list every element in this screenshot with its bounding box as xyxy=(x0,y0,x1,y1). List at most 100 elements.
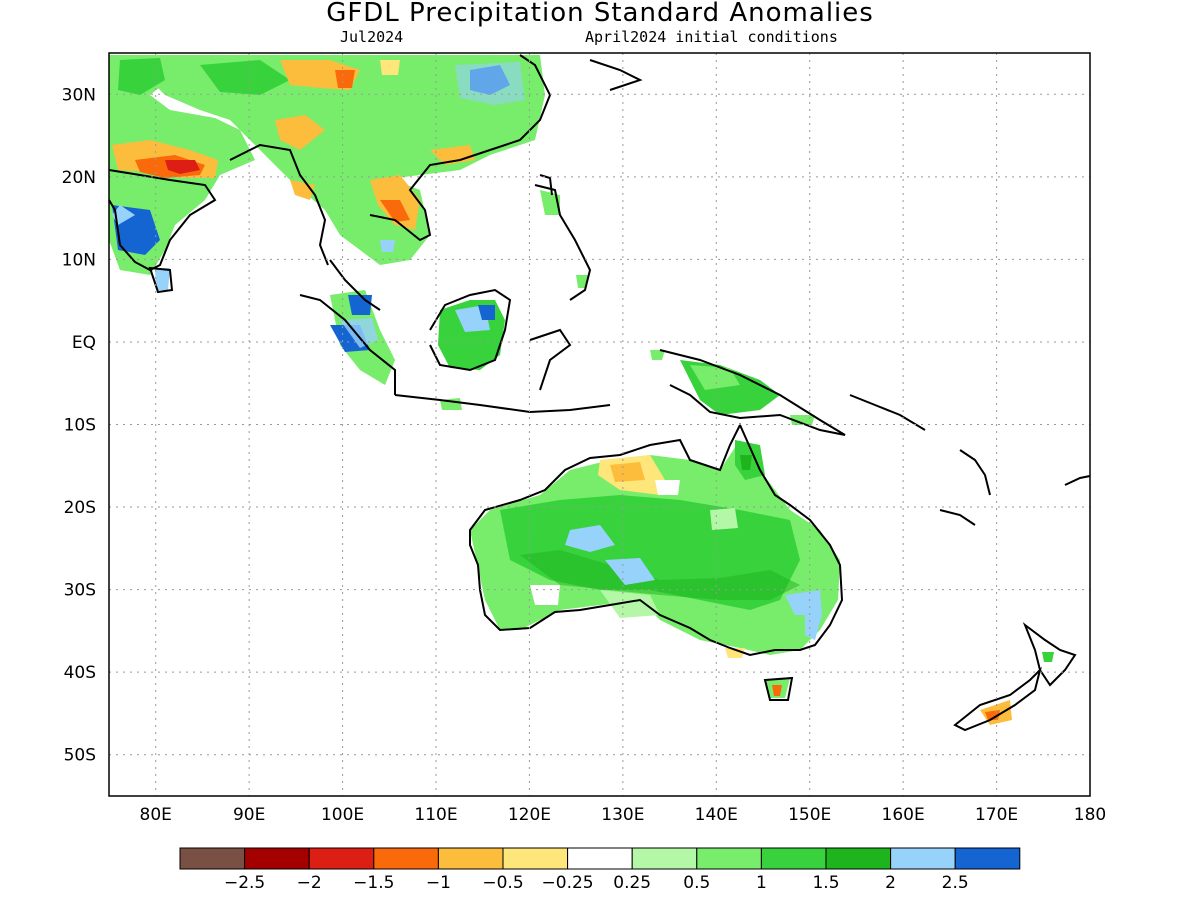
region-srilanka xyxy=(155,268,170,290)
region-nz-north-green xyxy=(1042,652,1054,662)
legend-swatch xyxy=(825,847,892,870)
y-tick-label: 10N xyxy=(62,250,96,270)
y-tick-label: EQ xyxy=(72,333,96,353)
region-myanmar-coast-orange xyxy=(290,180,315,200)
coast-sumatra xyxy=(299,294,396,395)
region-south-china-orange xyxy=(430,145,475,165)
anomaly-fields xyxy=(109,55,1054,725)
legend-label: −0.25 xyxy=(542,873,594,893)
region-australia-white-2 xyxy=(530,585,560,605)
region-india-lightblue xyxy=(112,205,135,225)
x-tick-label: 180 xyxy=(1074,805,1106,825)
plot-frame xyxy=(108,52,1091,797)
region-australia-lightgreen-1 xyxy=(710,508,738,530)
coast-indochina-china xyxy=(369,54,552,242)
legend-label: 1.5 xyxy=(812,873,839,893)
legend-label: 2.5 xyxy=(942,873,969,893)
coastlines xyxy=(108,54,1091,732)
coast-philippines xyxy=(534,184,592,301)
legend-swatch xyxy=(954,847,1021,870)
region-pakistan-darkgreen xyxy=(118,58,165,95)
region-india-red xyxy=(165,160,200,174)
region-mindanao-green xyxy=(576,275,588,288)
region-australia-white xyxy=(655,480,680,495)
region-china-lightblue xyxy=(455,62,525,105)
legend-label: 2 xyxy=(885,873,896,893)
x-tick-label: 100E xyxy=(321,805,364,825)
legend-swatch xyxy=(760,847,827,870)
legend-label: −0.5 xyxy=(482,873,523,893)
coast-java xyxy=(394,394,611,414)
subtitle-month: Jul2024 xyxy=(340,28,404,46)
y-tick-label: 50S xyxy=(64,746,96,766)
region-tasmania-orange xyxy=(772,685,782,696)
coast-india xyxy=(108,169,217,272)
x-tick-label: 80E xyxy=(140,805,172,825)
coast-malay-peninsula xyxy=(329,259,381,311)
region-indochina-darkorange xyxy=(380,200,410,222)
x-tick-label: 130E xyxy=(601,805,644,825)
region-australia-lightgreen-2 xyxy=(600,590,660,618)
legend-swatch xyxy=(696,847,762,870)
legend-swatch xyxy=(244,847,310,870)
legend-swatch xyxy=(631,847,698,870)
x-axis-ticks: 80E 90E 100E 110E 120E 130E 140E 150E 160E 170E 18… xyxy=(140,805,1107,825)
legend-swatch xyxy=(890,847,956,870)
coast-solomon xyxy=(849,394,926,431)
region-solomon-green xyxy=(790,415,815,425)
legend-swatch xyxy=(567,847,633,870)
color-legend: −2.5 −2 −1.5 −1 −0.5 −0.25 0.25 0.5 1 1.5 2 2.5 xyxy=(179,847,1021,893)
coast-japan-islands xyxy=(589,59,643,91)
x-tick-label: 90E xyxy=(233,805,265,825)
region-capeyork-green xyxy=(740,455,752,470)
region-moluccas-green xyxy=(650,350,665,360)
coast-fiji xyxy=(1064,475,1091,486)
legend-label: 0.5 xyxy=(683,873,710,893)
legend-swatch xyxy=(502,847,569,870)
legend-swatch xyxy=(308,847,375,870)
coast-nz-north xyxy=(1022,622,1077,687)
region-tibet-darkgreen xyxy=(200,60,290,95)
y-tick-label: 20N xyxy=(62,168,96,188)
y-tick-label: 30S xyxy=(64,581,96,601)
legend-label: −2.5 xyxy=(224,873,265,893)
legend-label: −1 xyxy=(426,873,451,893)
region-australia-lightblue-3 xyxy=(785,590,822,615)
y-tick-label: 10S xyxy=(64,416,96,436)
y-tick-label: 20S xyxy=(64,498,96,518)
y-tick-label: 30N xyxy=(62,85,96,105)
x-tick-label: 170E xyxy=(975,805,1018,825)
y-axis-ticks: 30N 20N 10N EQ 10S 20S 30S 40S 50S xyxy=(62,85,96,765)
coast-tasmania xyxy=(763,676,794,701)
x-tick-label: 120E xyxy=(508,805,551,825)
grid-lines xyxy=(109,53,1090,796)
figure-title: GFDL Precipitation Standard Anomalies xyxy=(326,0,874,28)
region-indochina-lightblue xyxy=(380,240,395,252)
coast-newguinea xyxy=(659,349,846,436)
region-borneo-blue xyxy=(478,305,495,320)
coast-taiwan xyxy=(539,174,553,196)
legend-swatch xyxy=(373,847,439,870)
legend-swatch xyxy=(437,847,504,870)
y-tick-label: 40S xyxy=(64,663,96,683)
coast-borneo xyxy=(429,288,512,372)
x-tick-label: 110E xyxy=(414,805,457,825)
legend-label: −2 xyxy=(297,873,322,893)
region-malaysia-blue xyxy=(348,295,372,315)
coast-australia xyxy=(469,422,844,657)
x-tick-label: 150E xyxy=(788,805,831,825)
legend-label: −1.5 xyxy=(353,873,394,893)
legend-swatch xyxy=(179,847,246,870)
region-china-darkorange xyxy=(335,70,355,88)
coast-nz-south xyxy=(953,666,1042,732)
region-australia-lightblue-1 xyxy=(565,525,615,552)
region-australia-band xyxy=(520,550,800,600)
x-tick-label: 160E xyxy=(882,805,925,825)
region-australia-lightblue-2 xyxy=(605,558,655,585)
legend-label: 1 xyxy=(756,873,767,893)
subtitle-initial-conditions: April2024 initial conditions xyxy=(585,28,838,46)
region-myanmar-orange xyxy=(275,115,325,150)
coast-vanuatu xyxy=(939,509,976,526)
